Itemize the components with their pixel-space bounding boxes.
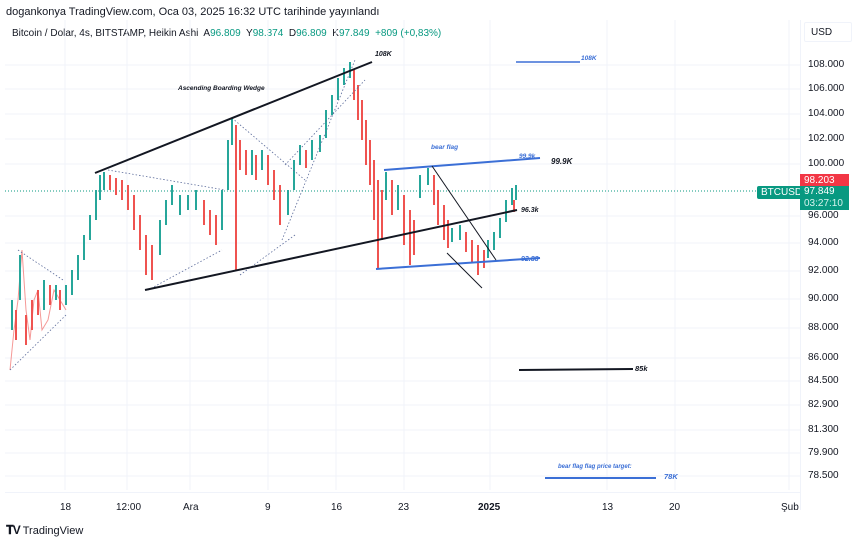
price-tick: 79.900 [808,447,839,458]
price-tick: 90.000 [808,293,839,304]
bear-flag-label: bear flag [431,144,458,151]
candles [9,62,517,371]
price-tick: 86.000 [808,352,839,363]
time-tick: 9 [265,502,271,513]
symbol-title[interactable]: Bitcoin / Dolar, 4s, BITSTAMP, Heikin As… [12,28,199,39]
price-tick: 100.000 [808,158,845,169]
time-tick: Ara [183,502,199,513]
price-tick: 92.000 [808,265,839,276]
price-tick: 94.000 [808,237,839,248]
flag-bottom-label: 92.88 [521,256,539,263]
flag-pole-line [431,165,497,261]
time-tick: 18 [60,502,72,513]
line-85k [518,368,634,371]
flag-upper-line [383,157,541,171]
grid [5,20,800,490]
support-96k-label: 96.3k [521,207,540,214]
price-tick: 88.000 [808,322,839,333]
time-tick: Şub [781,502,799,513]
time-tick: 23 [398,502,410,513]
target-78k-label: 78K [664,472,678,481]
low-label: D [288,28,297,39]
price-tick: 78.500 [808,470,839,481]
wedge-title-label: Ascending Boarding Wedge [177,85,265,92]
target-title-label: bear flag flag price target: [558,464,632,470]
flag-pole-line-2 [446,252,483,289]
wedge-upper-trendline [94,61,373,174]
ticker-badge: BTCUSD [757,186,807,199]
time-tick: 16 [331,502,343,513]
flag-top-small-label: 99.9k [519,153,536,160]
dotted-pattern-lines [9,59,366,371]
currency-button[interactable]: USD [804,22,852,42]
open-label: A [203,28,211,39]
last-price-badge: 97.849 03:27:10 [800,186,849,210]
change-value: +809 (+0,83%) [375,28,442,39]
tradingview-logo-icon: 𝐓V [6,523,21,537]
time-tick: 13 [602,502,614,513]
open-value: 96.809 [210,28,241,39]
price-tick: 108.000 [808,59,845,70]
time-tick: 20 [669,502,681,513]
price-tick: 106.000 [808,83,845,94]
close-value: 97.849 [338,28,370,39]
price-tick: 81.300 [808,424,839,435]
time-axis[interactable] [5,492,800,493]
time-tick: 12:00 [116,502,142,513]
low-value: 96.809 [296,28,327,39]
brand-name: TradingView [22,524,84,537]
publisher-line: dogankonya TradingView.com, Oca 03, 2025… [6,6,380,18]
time-tick-year: 2025 [478,502,501,513]
top-108k-label: 108K [375,51,393,58]
level-85k-label: 85k [635,364,648,373]
target-108k-label: 108K [581,55,598,62]
price-tick: 104.000 [808,108,845,119]
price-axis[interactable] [800,20,856,510]
price-tick: 84.500 [808,375,839,386]
high-price-badge: 98.203 [800,174,849,187]
tradingview-brand[interactable]: 𝐓V TradingView [6,523,83,538]
flag-top-big-label: 99.9K [551,157,574,166]
high-label: Y [246,28,253,39]
price-tick: 102.000 [808,133,845,144]
price-chart[interactable]: Ascending Boarding Wedge 108K 108K bear … [5,20,800,490]
wedge-lower-trendline [144,209,518,291]
last-price-value: 97.849 [804,186,835,197]
price-tick: 96.000 [808,210,839,221]
bar-countdown: 03:27:10 [804,198,843,209]
price-tick: 82.900 [808,399,839,410]
